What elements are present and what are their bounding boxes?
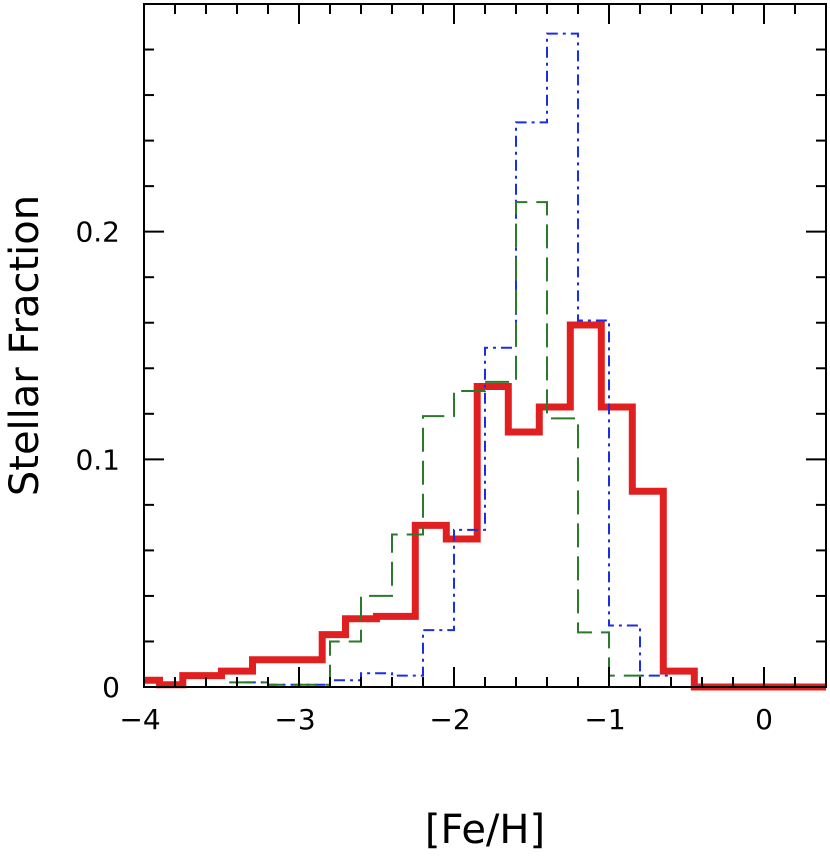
major-ticks [143, 4, 826, 688]
series-layer [144, 32, 826, 691]
x-tick-label: −2 [429, 703, 470, 736]
y-tick-label: 0.1 [75, 443, 120, 476]
y-axis-title: Stellar Fraction [2, 195, 48, 496]
y-tick-label: 0 [102, 671, 120, 704]
x-tick-label: −3 [274, 703, 315, 736]
x-tick-label: −4 [119, 703, 160, 736]
x-axis-title: [Fe/H] [425, 807, 545, 853]
series-dashed-histogram [229, 201, 671, 688]
y-tick-label: 0.2 [75, 216, 120, 249]
series-solid-histogram [144, 321, 826, 691]
x-tick-labels: −4 −3 −2 −1 0 [119, 703, 773, 736]
series-dash-dot-histogram [244, 32, 671, 686]
x-tick-label: −1 [584, 703, 625, 736]
x-tick-label: 0 [755, 703, 773, 736]
minor-ticks [144, 3, 827, 687]
y-tick-labels: 0 0.1 0.2 [75, 216, 120, 704]
plot-frame [143, 3, 827, 688]
